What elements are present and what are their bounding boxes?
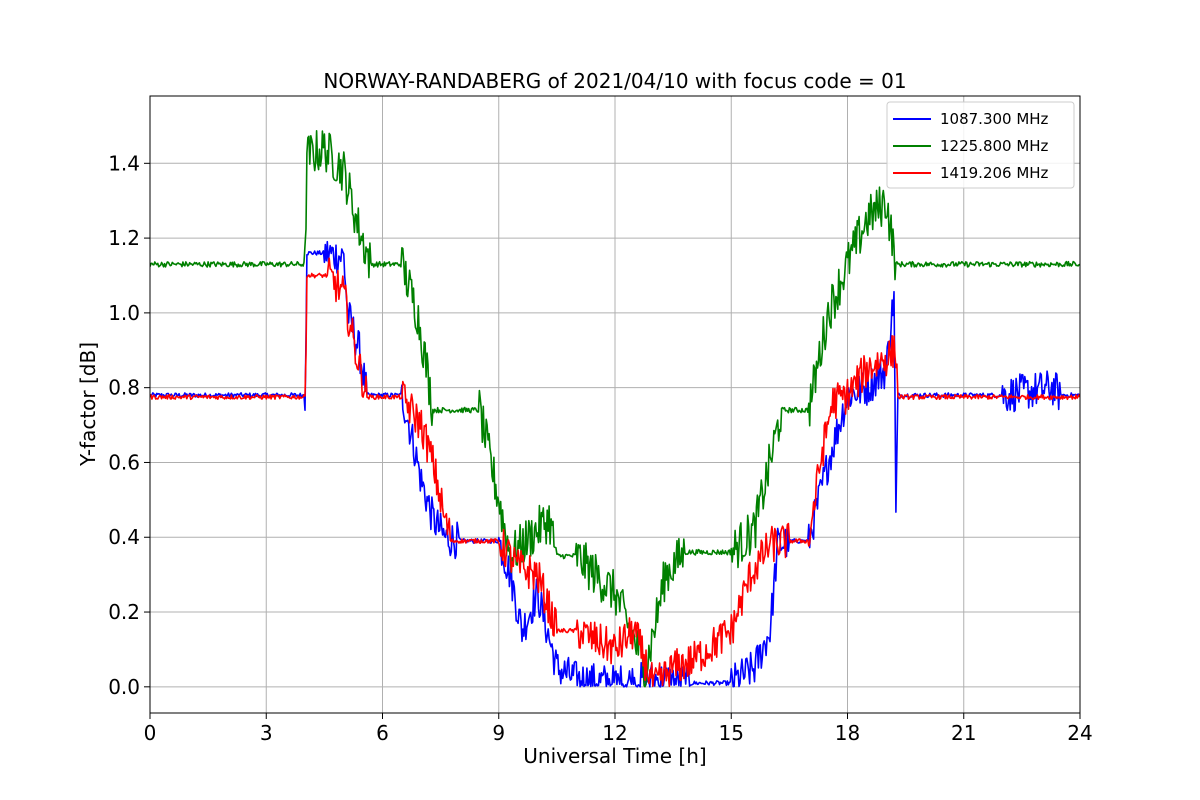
tick-layer: 0 3 6 9 12 15 18 21 24 0.0 0.2 0.4 0.6 0.8 1.0 1.2 1.4 [108,151,1093,745]
x-tick-label: 6 [376,721,389,745]
series-line-0 [150,240,1080,688]
x-tick-label: 3 [260,721,273,745]
series-layer [150,130,1080,688]
grid-layer [149,96,1081,713]
y-tick-label: 0.2 [108,600,140,624]
y-tick-label: 0.8 [108,376,140,400]
x-tick-label: 24 [1067,721,1092,745]
y-tick-label: 1.0 [108,301,140,325]
legend: 1087.300 MHz 1225.800 MHz 1419.206 MHz [886,101,1075,189]
chart-title: NORWAY-RANDABERG of 2021/04/10 with focu… [323,69,906,93]
x-tick-label: 9 [492,721,505,745]
y-axis-label: Y-factor [dB] [76,342,100,467]
series-line-2 [150,257,1080,688]
legend-box [886,101,1075,189]
legend-label: 1087.300 MHz [940,110,1049,128]
legend-label: 1225.800 MHz [940,137,1049,155]
y-tick-label: 0.4 [108,525,140,549]
y-tick-label: 0.6 [108,450,140,474]
x-axis-label: Universal Time [h] [523,744,706,768]
x-tick-label: 18 [835,721,860,745]
y-tick-label: 1.2 [108,226,140,250]
x-tick-label: 15 [719,721,744,745]
x-tick-label: 12 [602,721,627,745]
x-tick-label: 21 [951,721,976,745]
legend-label: 1419.206 MHz [940,164,1049,182]
series-line-1 [150,130,1080,688]
y-tick-label: 0.0 [108,675,140,699]
x-tick-label: 0 [144,721,157,745]
y-tick-label: 1.4 [108,151,140,175]
